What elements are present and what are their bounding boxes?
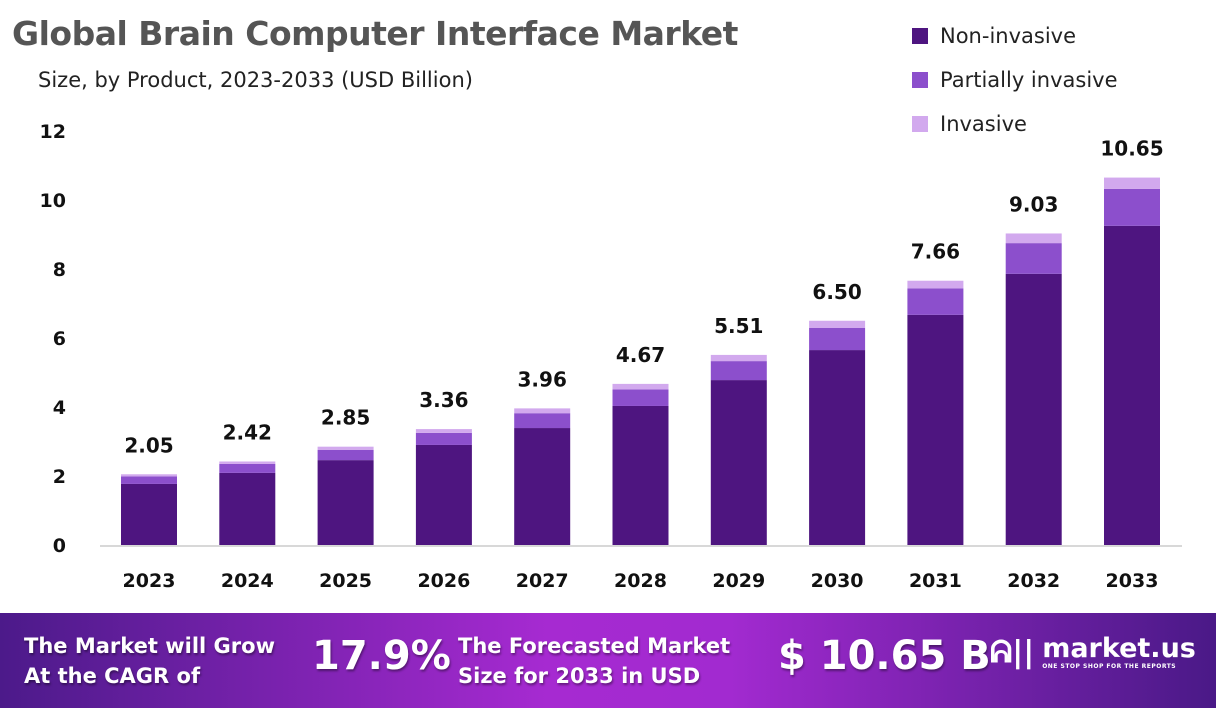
data-label: 10.65 bbox=[1100, 137, 1163, 161]
y-tick-label: 0 bbox=[53, 535, 66, 557]
bar-segment-partially-invasive bbox=[317, 449, 374, 461]
x-tick-label: 2033 bbox=[1106, 570, 1159, 592]
data-label: 2.85 bbox=[321, 406, 370, 430]
bar-segment-partially-invasive bbox=[1005, 243, 1062, 274]
forecast-value: $ 10.65 B bbox=[778, 633, 991, 679]
bar-segment-invasive bbox=[514, 408, 571, 414]
legend-item-partially-invasive: Partially invasive bbox=[912, 58, 1118, 102]
bar-segment-non-invasive bbox=[121, 483, 177, 545]
cagr-value: 17.9% bbox=[312, 633, 451, 679]
bar-segment-partially-invasive bbox=[121, 476, 177, 484]
data-label: 2.42 bbox=[223, 421, 272, 445]
x-tick-label: 2024 bbox=[221, 570, 274, 592]
bar-segment-non-invasive bbox=[710, 380, 767, 545]
legend-label: Non-invasive bbox=[940, 24, 1077, 48]
bar-segment-partially-invasive bbox=[612, 389, 669, 406]
bar-segment-non-invasive bbox=[514, 428, 571, 545]
bar-segment-partially-invasive bbox=[415, 432, 472, 445]
bar-segment-partially-invasive bbox=[809, 327, 866, 351]
bar-segment-invasive bbox=[1104, 177, 1160, 189]
data-label: 6.50 bbox=[812, 280, 861, 304]
x-tick-label: 2030 bbox=[811, 570, 864, 592]
bar-chart: 0 2 4 6 8 10 12 2.05 2023 2.42 2024 2.85 2025 3.36 202… bbox=[40, 121, 1182, 592]
data-label: 3.36 bbox=[419, 388, 468, 412]
bar-segment-invasive bbox=[121, 474, 177, 477]
legend: Non-invasive Partially invasive Invasive bbox=[912, 14, 1118, 146]
bar-segment-partially-invasive bbox=[710, 361, 767, 381]
x-tick-label: 2031 bbox=[909, 570, 962, 592]
bar-segment-invasive bbox=[809, 320, 866, 328]
legend-swatch bbox=[912, 116, 928, 132]
bar-segment-non-invasive bbox=[809, 350, 866, 545]
data-label: 5.51 bbox=[714, 314, 763, 338]
legend-swatch bbox=[912, 28, 928, 44]
x-tick-label: 2026 bbox=[417, 570, 470, 592]
forecast-label: The Forecasted Market Size for 2033 in US… bbox=[458, 634, 731, 688]
legend-label: Invasive bbox=[940, 112, 1027, 136]
x-tick-label: 2029 bbox=[712, 570, 765, 592]
bar-segment-non-invasive bbox=[1104, 225, 1160, 545]
chart-title: Global Brain Computer Interface Market bbox=[12, 14, 738, 53]
bar-segment-partially-invasive bbox=[1104, 188, 1160, 226]
bar-segment-partially-invasive bbox=[907, 288, 964, 315]
market-us-logo: ᕱ|| market.us ONE STOP SHOP FOR THE REPOR… bbox=[990, 633, 1196, 671]
y-tick-label: 12 bbox=[40, 121, 66, 143]
footer-banner: The Market will Grow At the CAGR of 17.9%… bbox=[0, 613, 1216, 708]
bar-segment-invasive bbox=[710, 354, 767, 362]
data-label: 9.03 bbox=[1009, 192, 1058, 216]
bar-segment-non-invasive bbox=[907, 314, 964, 545]
bar-segment-non-invasive bbox=[612, 405, 669, 545]
y-tick-label: 10 bbox=[40, 190, 66, 212]
data-label: 3.96 bbox=[518, 367, 567, 391]
x-tick-label: 2028 bbox=[614, 570, 667, 592]
x-tick-label: 2027 bbox=[516, 570, 569, 592]
x-tick-label: 2023 bbox=[123, 570, 176, 592]
legend-label: Partially invasive bbox=[940, 68, 1118, 92]
brand-name: market.us bbox=[1042, 633, 1196, 664]
y-tick-label: 8 bbox=[53, 259, 66, 281]
y-tick-label: 6 bbox=[53, 328, 66, 350]
legend-item-invasive: Invasive bbox=[912, 102, 1118, 146]
x-tick-label: 2032 bbox=[1007, 570, 1060, 592]
y-tick-label: 4 bbox=[53, 397, 66, 419]
bar-segment-invasive bbox=[317, 446, 374, 450]
data-label: 2.05 bbox=[124, 433, 173, 457]
bar-segment-invasive bbox=[907, 280, 964, 289]
bar-segment-non-invasive bbox=[317, 460, 374, 545]
data-label: 4.67 bbox=[616, 343, 665, 367]
y-tick-label: 2 bbox=[53, 466, 66, 488]
bar-segment-non-invasive bbox=[1005, 273, 1062, 545]
bar-segment-invasive bbox=[612, 383, 669, 390]
data-label: 7.66 bbox=[911, 240, 960, 264]
brand-tagline: ONE STOP SHOP FOR THE REPORTS bbox=[1042, 663, 1177, 670]
bar-segment-invasive bbox=[1005, 233, 1062, 244]
bar-segment-partially-invasive bbox=[514, 413, 571, 429]
legend-swatch bbox=[912, 72, 928, 88]
bar-segment-partially-invasive bbox=[219, 463, 276, 473]
x-tick-label: 2025 bbox=[319, 570, 372, 592]
cagr-label: The Market will Grow At the CAGR of bbox=[24, 634, 275, 688]
bar-segment-non-invasive bbox=[219, 472, 276, 545]
bar-segment-invasive bbox=[219, 461, 276, 464]
bar-segment-non-invasive bbox=[415, 444, 472, 545]
bar-segment-invasive bbox=[415, 429, 472, 433]
logo-icon: ᕱ|| bbox=[990, 635, 1035, 670]
chart-subtitle: Size, by Product, 2023-2033 (USD Billion… bbox=[38, 68, 473, 92]
legend-item-non-invasive: Non-invasive bbox=[912, 14, 1118, 58]
